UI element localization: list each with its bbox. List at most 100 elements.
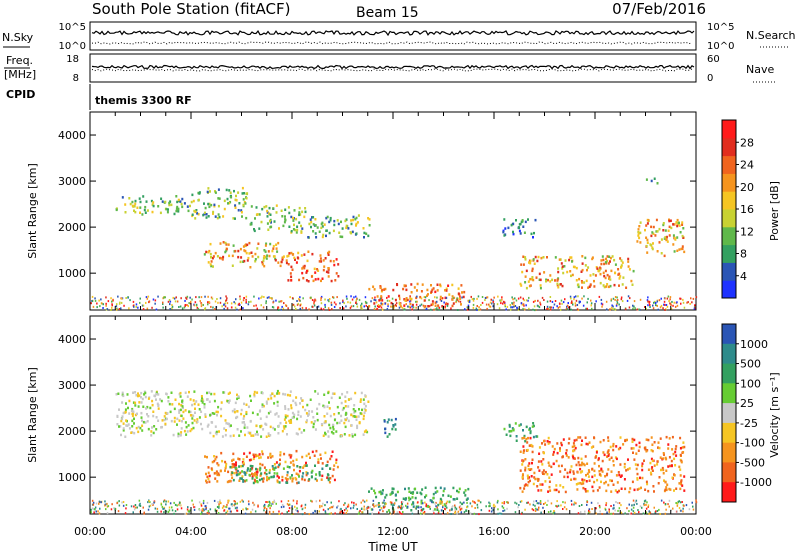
- velocity-cell: [295, 458, 298, 461]
- power-cell: [295, 217, 298, 221]
- velocity-cell: [590, 446, 593, 449]
- power-cell: [345, 305, 347, 308]
- velocity-cell: [695, 501, 698, 504]
- power-cell: [438, 306, 441, 309]
- power-cell: [496, 303, 499, 306]
- velocity-cell: [466, 501, 468, 504]
- velocity-cell: [497, 499, 499, 502]
- velocity-cell: [122, 411, 125, 415]
- power-cell: [668, 219, 671, 223]
- power-cell: [545, 278, 548, 281]
- velocity-y-tick-label: 3000: [58, 379, 86, 392]
- velocity-cell: [180, 431, 183, 434]
- power-cell: [102, 303, 104, 306]
- velocity-cell: [647, 468, 650, 471]
- power-cell: [579, 300, 581, 303]
- power-cell: [207, 301, 209, 304]
- velocity-cell: [402, 511, 404, 513]
- velocity-cell: [253, 455, 256, 458]
- velocity-cell: [559, 449, 561, 452]
- power-cell: [585, 307, 587, 310]
- velocity-cell: [347, 405, 350, 408]
- velocity-y-tick-label: 4000: [58, 333, 86, 346]
- power-cell: [578, 300, 581, 303]
- velocity-cell: [531, 425, 534, 428]
- power-cell: [219, 256, 221, 260]
- nsky-tick-bottom: 10^0: [59, 41, 86, 52]
- velocity-cell: [541, 463, 544, 466]
- velocity-cell: [616, 481, 619, 484]
- power-cell: [327, 275, 330, 278]
- velocity-cell: [176, 423, 178, 426]
- velocity-cell: [332, 468, 335, 471]
- velocity-cell: [387, 418, 390, 421]
- power-cell: [589, 274, 592, 277]
- velocity-cell: [307, 413, 310, 416]
- velocity-cell: [655, 510, 657, 513]
- velocity-cell: [522, 451, 525, 454]
- power-cell: [533, 305, 536, 308]
- velocity-cell: [640, 486, 642, 490]
- power-cell: [546, 305, 549, 308]
- power-cell: [207, 187, 210, 190]
- velocity-cell: [582, 486, 585, 490]
- velocity-cell: [273, 402, 276, 405]
- velocity-cell: [242, 461, 245, 465]
- power-cell: [639, 308, 641, 311]
- velocity-cell: [231, 462, 234, 466]
- power-cell: [570, 274, 572, 278]
- power-cell: [602, 258, 605, 262]
- power-cell: [656, 300, 658, 303]
- power-cell: [523, 304, 525, 307]
- power-cell: [177, 210, 180, 213]
- velocity-cell: [341, 408, 344, 412]
- power-cell: [301, 210, 304, 214]
- velocity-cell: [656, 463, 659, 466]
- velocity-cell: [531, 508, 534, 511]
- velocity-cell: [189, 398, 192, 401]
- power-cell: [193, 304, 196, 307]
- power-cell: [636, 308, 638, 311]
- velocity-cell: [242, 417, 245, 420]
- velocity-cell: [230, 503, 233, 506]
- power-cell: [571, 300, 573, 303]
- velocity-cell: [515, 435, 518, 438]
- velocity-cell: [236, 415, 239, 419]
- power-cell: [591, 256, 594, 259]
- velocity-cell: [615, 445, 618, 448]
- power-cell: [219, 297, 222, 300]
- velocity-cell: [233, 504, 235, 506]
- power-cell: [217, 204, 220, 208]
- velocity-cell: [130, 505, 133, 508]
- velocity-cell: [577, 436, 580, 439]
- power-cell: [337, 222, 340, 226]
- velocity-cell: [350, 507, 352, 510]
- power-cell: [159, 211, 162, 215]
- power-cell: [235, 199, 238, 202]
- velocity-cell: [236, 469, 239, 473]
- velocity-cell: [678, 507, 681, 509]
- power-cell: [600, 259, 603, 262]
- velocity-cell: [346, 509, 349, 512]
- velocity-cell: [244, 512, 247, 515]
- power-cell: [421, 283, 424, 286]
- power-cell: [275, 243, 278, 246]
- power-cell: [308, 308, 310, 311]
- power-cell: [326, 215, 329, 219]
- power-cell: [329, 216, 332, 220]
- velocity-cell: [241, 475, 244, 478]
- velocity-cell: [151, 426, 153, 429]
- power-cell: [186, 205, 189, 208]
- velocity-cell: [156, 507, 159, 510]
- velocity-cell: [637, 509, 639, 512]
- power-cell: [563, 265, 566, 268]
- power-cell: [137, 306, 139, 309]
- power-cell: [600, 302, 603, 305]
- velocity-cell: [185, 512, 188, 515]
- power-cell: [272, 207, 275, 210]
- power-cell: [99, 305, 101, 308]
- power-cell: [204, 295, 206, 298]
- velocity-cell: [273, 463, 276, 466]
- velocity-cell: [252, 481, 255, 485]
- velocity-cell: [248, 503, 250, 506]
